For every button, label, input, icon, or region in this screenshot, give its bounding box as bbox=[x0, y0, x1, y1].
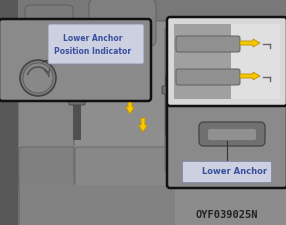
FancyArrow shape bbox=[72, 78, 80, 92]
FancyArrow shape bbox=[240, 39, 260, 47]
Text: OYF039025N: OYF039025N bbox=[196, 210, 258, 220]
FancyBboxPatch shape bbox=[176, 36, 240, 52]
Bar bbox=[0, 0, 18, 225]
FancyArrow shape bbox=[126, 100, 134, 114]
FancyBboxPatch shape bbox=[162, 86, 178, 94]
FancyBboxPatch shape bbox=[176, 69, 240, 85]
FancyBboxPatch shape bbox=[167, 17, 286, 106]
Circle shape bbox=[23, 63, 53, 93]
FancyArrow shape bbox=[138, 118, 148, 132]
FancyBboxPatch shape bbox=[165, 27, 201, 173]
FancyBboxPatch shape bbox=[0, 19, 151, 101]
FancyArrow shape bbox=[240, 72, 260, 80]
Text: Lower Anchor
Position Indicator: Lower Anchor Position Indicator bbox=[54, 34, 132, 56]
FancyBboxPatch shape bbox=[19, 147, 77, 193]
FancyBboxPatch shape bbox=[89, 0, 156, 46]
Bar bbox=[73, 70, 81, 140]
FancyBboxPatch shape bbox=[74, 21, 170, 184]
Text: Lower Anchor: Lower Anchor bbox=[202, 167, 268, 176]
Bar bbox=[0, 0, 286, 35]
FancyBboxPatch shape bbox=[18, 26, 78, 179]
FancyBboxPatch shape bbox=[25, 5, 73, 47]
Bar bbox=[20, 185, 175, 225]
FancyBboxPatch shape bbox=[208, 129, 256, 140]
FancyBboxPatch shape bbox=[75, 147, 169, 198]
FancyBboxPatch shape bbox=[69, 97, 85, 105]
FancyBboxPatch shape bbox=[48, 24, 144, 64]
Circle shape bbox=[20, 60, 56, 96]
Bar bbox=[174, 24, 231, 99]
Bar bbox=[0, 0, 38, 225]
Bar bbox=[231, 24, 280, 99]
FancyArrow shape bbox=[84, 88, 92, 102]
Bar bbox=[165, 75, 173, 135]
FancyBboxPatch shape bbox=[199, 122, 265, 146]
FancyBboxPatch shape bbox=[167, 102, 286, 188]
FancyBboxPatch shape bbox=[182, 162, 271, 182]
